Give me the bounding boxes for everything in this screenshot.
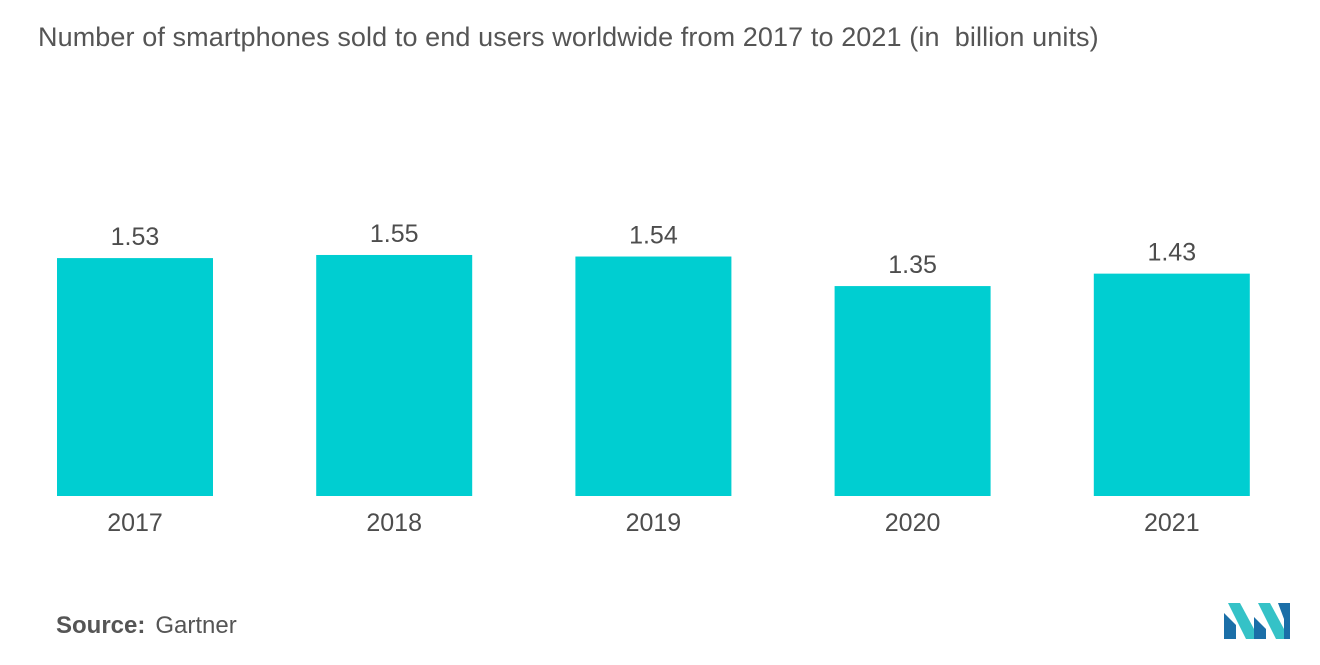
bar-chart: 1.53 2017 1.55 2018 1.54 2019 1.35 2020 1.43 2021 — [57, 220, 1250, 537]
x-tick-label-2018: 2018 — [366, 509, 422, 537]
source-note: Source: Gartner — [56, 612, 237, 640]
bar-2019 — [575, 256, 732, 496]
bar-2020 — [834, 286, 991, 496]
value-label-2018: 1.55 — [370, 220, 419, 248]
mordor-intelligence-logo-icon — [1224, 603, 1290, 639]
value-label-2021: 1.43 — [1147, 239, 1196, 267]
source-label: Source: — [56, 612, 146, 639]
x-tick-label-2021: 2021 — [1144, 509, 1200, 537]
chart-title: Number of smartphones sold to end users … — [38, 22, 1099, 52]
value-label-2017: 1.53 — [111, 223, 160, 251]
x-tick-label-2020: 2020 — [885, 509, 941, 537]
value-label-2019: 1.54 — [629, 222, 678, 250]
x-tick-label-2017: 2017 — [107, 509, 163, 537]
value-label-2020: 1.35 — [888, 251, 937, 279]
bar-2017 — [57, 258, 213, 496]
bar-2021 — [1093, 273, 1250, 496]
source-value: Gartner — [155, 612, 237, 639]
x-tick-label-2019: 2019 — [626, 509, 682, 537]
bar-2018 — [316, 254, 473, 496]
